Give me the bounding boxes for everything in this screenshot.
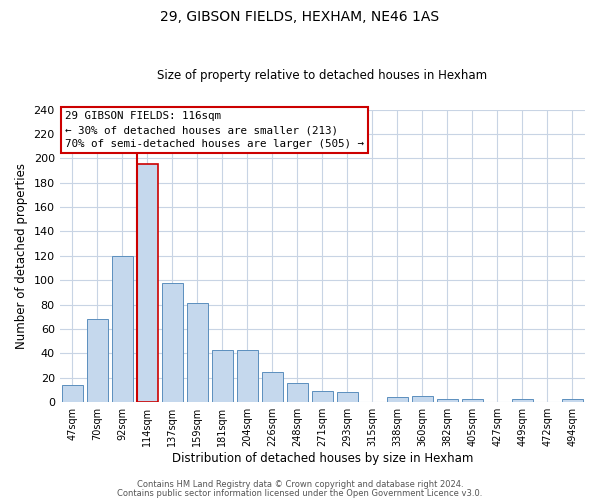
Bar: [287, 382, 308, 402]
Bar: [187, 304, 208, 402]
Text: Contains HM Land Registry data © Crown copyright and database right 2024.: Contains HM Land Registry data © Crown c…: [137, 480, 463, 489]
Text: Contains public sector information licensed under the Open Government Licence v3: Contains public sector information licen…: [118, 488, 482, 498]
Bar: [137, 164, 158, 402]
Bar: [112, 256, 133, 402]
Bar: [86, 320, 108, 402]
Bar: [262, 372, 283, 402]
Bar: [161, 282, 183, 402]
Bar: [387, 398, 408, 402]
Title: Size of property relative to detached houses in Hexham: Size of property relative to detached ho…: [157, 69, 487, 82]
Bar: [212, 350, 233, 402]
Bar: [236, 350, 258, 402]
Bar: [562, 398, 583, 402]
Text: 29 GIBSON FIELDS: 116sqm
← 30% of detached houses are smaller (213)
70% of semi-: 29 GIBSON FIELDS: 116sqm ← 30% of detach…: [65, 111, 364, 149]
Bar: [437, 398, 458, 402]
Text: 29, GIBSON FIELDS, HEXHAM, NE46 1AS: 29, GIBSON FIELDS, HEXHAM, NE46 1AS: [160, 10, 440, 24]
Bar: [62, 385, 83, 402]
Bar: [462, 398, 483, 402]
X-axis label: Distribution of detached houses by size in Hexham: Distribution of detached houses by size …: [172, 452, 473, 465]
Bar: [312, 391, 333, 402]
Bar: [512, 398, 533, 402]
Bar: [412, 396, 433, 402]
Y-axis label: Number of detached properties: Number of detached properties: [15, 163, 28, 349]
Bar: [337, 392, 358, 402]
